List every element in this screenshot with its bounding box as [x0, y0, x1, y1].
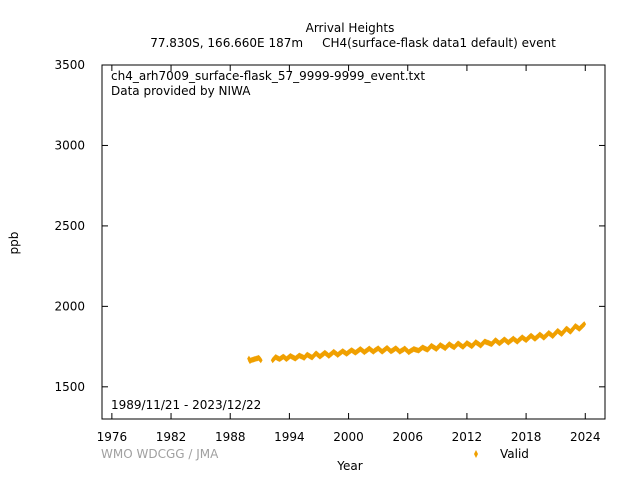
annotation-provider: Data provided by NIWA: [111, 84, 251, 98]
x-tick-label: 2012: [452, 430, 483, 444]
y-tick-label: 2000: [54, 299, 85, 313]
data-points: [247, 321, 587, 365]
x-tick-label: 2000: [333, 430, 364, 444]
legend: Valid: [474, 447, 529, 461]
x-tick-label: 1988: [215, 430, 246, 444]
y-tick-label: 3500: [54, 58, 85, 72]
chart-subtitle: 77.830S, 166.660E 187m CH4(surface-flask…: [150, 36, 556, 50]
data-point: [582, 321, 587, 328]
axis-ticks: 1976 1982 1988 1994 2000 2006 2012 2018 2024 1500…: [54, 58, 605, 444]
data-point: [258, 357, 263, 364]
y-tick-label: 1500: [54, 380, 85, 394]
chart-title: Arrival Heights: [306, 21, 395, 35]
date-range: 1989/11/21 - 2023/12/22: [111, 398, 261, 412]
annotation-filename: ch4_arh7009_surface-flask_57_9999-9999_e…: [111, 69, 425, 83]
x-tick-label: 2006: [392, 430, 423, 444]
legend-marker: [474, 450, 478, 458]
credit-label: WMO WDCGG / JMA: [101, 447, 219, 461]
x-tick-label: 1994: [274, 430, 305, 444]
x-tick-label: 1982: [156, 430, 187, 444]
plot-area: [101, 64, 606, 420]
y-tick-label: 3000: [54, 138, 85, 152]
legend-label: Valid: [500, 447, 529, 461]
x-tick-label: 2018: [511, 430, 542, 444]
x-axis-label: Year: [336, 459, 362, 473]
y-tick-label: 2500: [54, 219, 85, 233]
x-tick-label: 2024: [570, 430, 601, 444]
y-axis-label: ppb: [7, 232, 21, 255]
x-tick-label: 1976: [97, 430, 128, 444]
